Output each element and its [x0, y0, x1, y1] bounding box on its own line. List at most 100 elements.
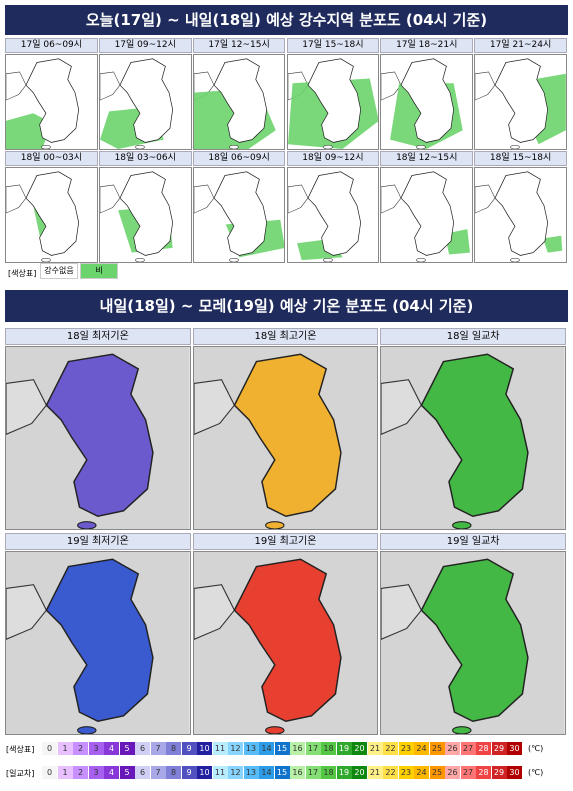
map-panel [5, 346, 191, 530]
scale-cell: 2 [73, 766, 88, 779]
scale-cell: 19 [336, 742, 352, 755]
scale-cell: 28 [476, 742, 491, 755]
panel-label: 18일 15~18시 [474, 151, 567, 166]
map [287, 168, 379, 262]
legend-item: 강수없음 [40, 263, 78, 279]
scale-cell: 17 [305, 742, 321, 755]
panel-label: 18일 최고기온 [192, 328, 379, 345]
scale-cell: 29 [491, 742, 507, 755]
map-panel [192, 346, 379, 530]
panel-label: 19일 최고기온 [192, 533, 379, 550]
map [475, 168, 566, 262]
scale-cell: 10 [197, 766, 212, 779]
scale-cell: 16 [290, 766, 305, 779]
scale-cell: 14 [259, 742, 274, 755]
scale-cell: 26 [445, 766, 460, 779]
scale-cell: 21 [367, 766, 383, 779]
scale-cell: 6 [135, 742, 150, 755]
scale-cell: 25 [429, 766, 445, 779]
scale-cell: 16 [290, 742, 305, 755]
map-panel [380, 551, 566, 735]
map [5, 347, 190, 529]
panel-label: 18일 09~12시 [286, 151, 380, 166]
section-title: 내일(18일) ~ 모레(19일) 예상 기온 분포도 (04시 기준) [5, 290, 568, 322]
panel-label: 18일 00~03시 [5, 151, 98, 166]
map [381, 168, 473, 262]
scale-cell: 18 [321, 742, 336, 755]
scale-cell: 12 [228, 766, 243, 779]
scale-unit: (℃) [528, 744, 544, 753]
scale-cell: 9 [181, 766, 197, 779]
panel-label: 19일 일교차 [380, 533, 566, 550]
map [381, 347, 565, 529]
scale-cell: 17 [305, 766, 321, 779]
scale-cell: 5 [119, 766, 135, 779]
scale-cell: 4 [104, 766, 119, 779]
map [193, 55, 285, 149]
scale-cell: 9 [181, 742, 197, 755]
map [475, 55, 566, 149]
panel-label: 17일 06~09시 [5, 38, 98, 53]
scale-cell: 1 [57, 766, 73, 779]
scale-cell: 30 [507, 766, 522, 779]
map [193, 168, 285, 262]
map-panel [286, 167, 380, 263]
scale-cell: 15 [274, 766, 290, 779]
map-panel [5, 167, 98, 263]
map-panel [380, 167, 474, 263]
scale-cell: 3 [88, 742, 104, 755]
map [381, 55, 473, 149]
scale-cell: 30 [507, 742, 522, 755]
map [193, 347, 378, 529]
scale-cell: 8 [166, 742, 181, 755]
panel-label: 18일 12~15시 [380, 151, 474, 166]
scale-cell: 12 [228, 742, 243, 755]
scale-cell: 3 [88, 766, 104, 779]
map-panel [192, 551, 379, 735]
map [99, 55, 191, 149]
scale-unit: (℃) [528, 768, 544, 777]
scale-label: [일교차] [6, 769, 35, 778]
scale-cell: 7 [150, 766, 166, 779]
scale-cell: 8 [166, 766, 181, 779]
scale-cell: 28 [476, 766, 491, 779]
scale-cell: 10 [197, 742, 212, 755]
scale-cell: 4 [104, 742, 119, 755]
map-panel [98, 54, 192, 150]
legend-label: [색상표] [8, 269, 37, 278]
scale-cell: 27 [460, 742, 476, 755]
map-panel [474, 54, 567, 150]
scale-cell: 27 [460, 766, 476, 779]
map-panel [5, 54, 98, 150]
scale-cell: 18 [321, 766, 336, 779]
scale-cell: 26 [445, 742, 460, 755]
map-panel [474, 167, 567, 263]
panel-label: 17일 18~21시 [380, 38, 474, 53]
scale-cell: 19 [336, 766, 352, 779]
map [193, 552, 378, 734]
panel-label: 19일 최저기온 [5, 533, 191, 550]
scale-cell: 24 [414, 766, 429, 779]
map [5, 168, 97, 262]
map [99, 168, 191, 262]
map-panel [192, 54, 286, 150]
scale-cell: 20 [352, 742, 367, 755]
map-panel [380, 346, 566, 530]
scale-cell: 7 [150, 742, 166, 755]
scale-cell: 2 [73, 742, 88, 755]
scale-cell: 0 [42, 742, 57, 755]
map [5, 55, 97, 149]
map-panel [98, 167, 192, 263]
panel-label: 18일 06~09시 [192, 151, 286, 166]
scale-cell: 23 [398, 766, 414, 779]
scale-cell: 14 [259, 766, 274, 779]
scale-cell: 25 [429, 742, 445, 755]
panel-label: 17일 21~24시 [474, 38, 567, 53]
scale-cell: 13 [243, 766, 259, 779]
section-title: 오늘(17일) ~ 내일(18일) 예상 강수지역 분포도 (04시 기준) [5, 5, 568, 35]
scale-cell: 15 [274, 742, 290, 755]
panel-label: 18일 일교차 [380, 328, 566, 345]
scale-cell: 21 [367, 742, 383, 755]
map [5, 552, 190, 734]
